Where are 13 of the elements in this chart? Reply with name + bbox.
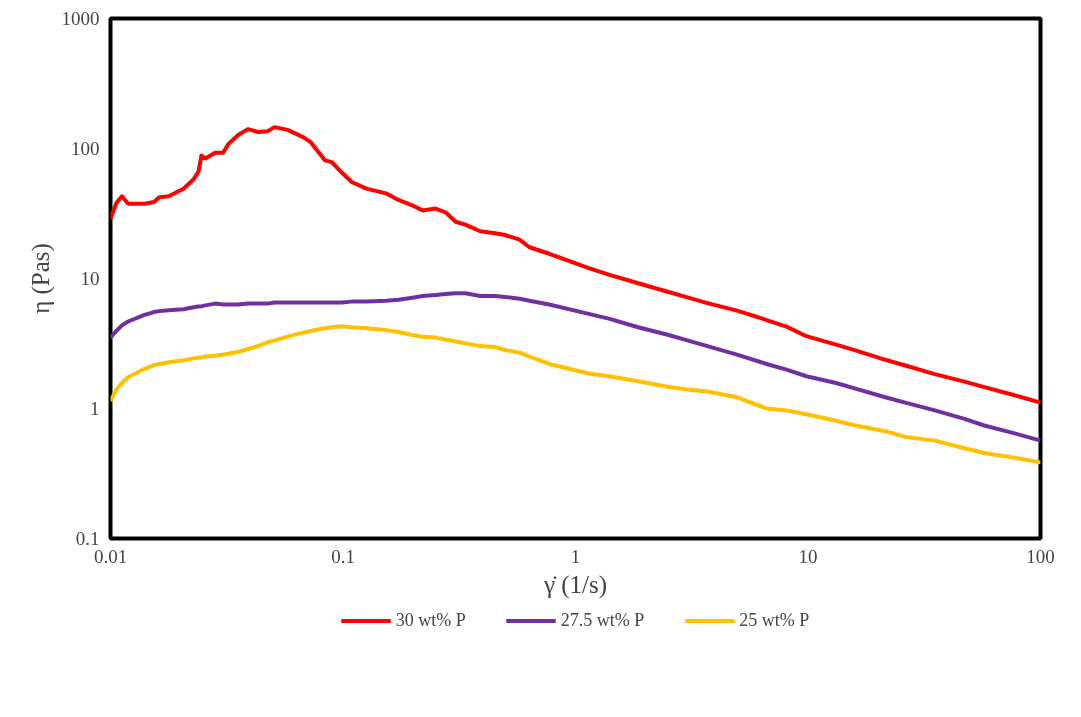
y-tick-label: 1 — [90, 398, 100, 419]
legend-label: 30 wt% P — [395, 609, 466, 631]
y-axis-title: η (Pas) — [26, 243, 55, 314]
x-tick-label: 100 — [1026, 545, 1055, 567]
x-axis-title: γ̇ (1/s) — [542, 570, 608, 599]
legend-label: 25 wt% P — [739, 609, 810, 631]
x-tick-label: 0.1 — [331, 545, 355, 567]
x-tick-label: 10 — [798, 545, 818, 567]
y-tick-label: 10 — [80, 268, 100, 289]
x-tick-label: 1 — [570, 545, 581, 567]
y-tick-label: 100 — [71, 138, 100, 159]
legend-label: 27.5 wt% P — [560, 609, 645, 631]
y-tick-label: 1000 — [61, 8, 100, 29]
